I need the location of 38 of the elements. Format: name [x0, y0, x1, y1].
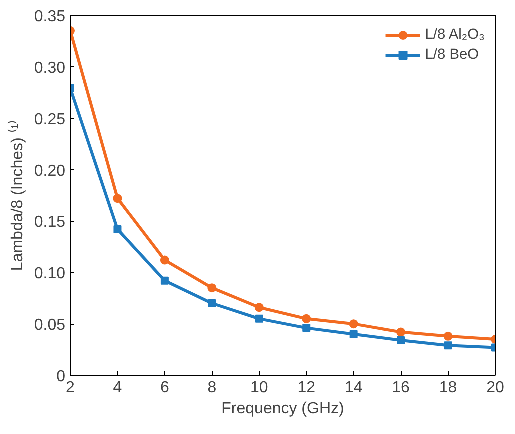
y-tick-label: 0: [56, 368, 66, 386]
point: [255, 314, 264, 323]
point: [396, 328, 406, 337]
y-tick-label: 0.25: [34, 111, 66, 128]
point: [444, 342, 452, 350]
x-axis-title: Frequency (GHz): [222, 400, 344, 418]
x-tick-label: 10: [250, 380, 268, 396]
x-tick-label: 6: [160, 380, 170, 396]
x-tick-label: 12: [298, 380, 316, 396]
point: [254, 303, 264, 312]
legend-label: L/8 Al₂O₃: [425, 27, 485, 43]
point: [208, 284, 217, 293]
y-tick-label: 0.30: [34, 60, 66, 77]
point: [349, 320, 358, 329]
x-tick-label: 18: [439, 380, 458, 396]
y-tick-label: 0.15: [34, 214, 66, 232]
y-tick-label: 0.10: [34, 266, 66, 283]
point: [302, 324, 311, 332]
y-tick-label: 0.05: [34, 317, 66, 334]
point: [397, 336, 406, 345]
y-axis-title: Lambda/8 (Inches) ⁽¹⁾: [7, 120, 26, 272]
point: [160, 276, 169, 285]
x-tick-label: 4: [113, 380, 122, 396]
x-tick-label: 16: [392, 380, 410, 396]
legend-label: L/8 BeO: [425, 47, 480, 63]
point: [444, 332, 453, 341]
point: [113, 194, 122, 204]
y-tick-label: 0.35: [34, 8, 66, 26]
x-tick-label: 2: [66, 380, 76, 396]
point: [114, 225, 122, 234]
x-tick-label: 8: [208, 380, 217, 396]
point: [160, 256, 170, 265]
x-tick-label: 14: [344, 380, 363, 396]
x-tick-label: 20: [486, 380, 504, 396]
point: [208, 300, 216, 308]
point: [302, 314, 312, 324]
y-tick-label: 0.20: [34, 162, 66, 180]
point: [350, 330, 358, 338]
